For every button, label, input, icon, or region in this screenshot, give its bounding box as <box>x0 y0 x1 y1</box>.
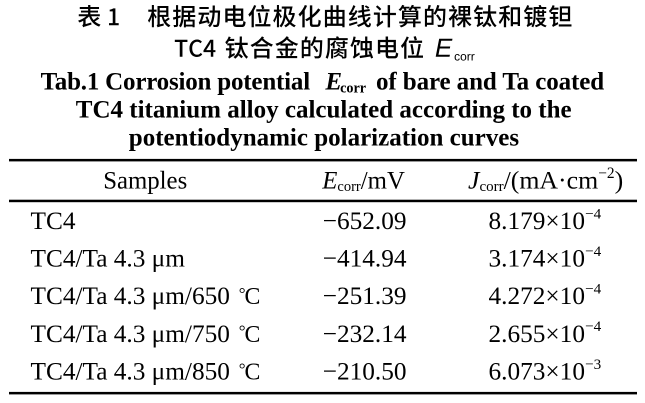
svg-text:E: E <box>321 167 337 194</box>
svg-text:2.655×10: 2.655×10 <box>489 320 585 348</box>
svg-text:TC4 titanium alloy calculated: TC4 titanium alloy calculated according … <box>76 97 572 124</box>
svg-text:4.272×10: 4.272×10 <box>489 282 585 310</box>
svg-text:−3: −3 <box>585 356 601 373</box>
svg-text:°: ° <box>239 284 246 303</box>
svg-text:−2: −2 <box>598 165 614 182</box>
svg-text:corr: corr <box>340 81 366 97</box>
svg-text:C: C <box>245 322 261 348</box>
svg-text:°: ° <box>239 359 246 378</box>
svg-text:C: C <box>245 359 261 385</box>
svg-text:−4: −4 <box>585 243 602 260</box>
svg-text:8.179×10: 8.179×10 <box>489 207 585 235</box>
svg-text:−652.09: −652.09 <box>323 207 407 235</box>
svg-text:TC4/Ta 4.3 μm/850: TC4/Ta 4.3 μm/850 <box>31 357 230 385</box>
svg-text:): ) <box>615 165 624 194</box>
svg-text:/mV: /mV <box>361 167 405 194</box>
svg-text:Tab.1 Corrosion potential: Tab.1 Corrosion potential <box>41 69 311 96</box>
svg-text:of bare and Ta coated: of bare and Ta coated <box>376 69 604 96</box>
svg-text:corr: corr <box>480 179 504 195</box>
svg-text:°: ° <box>239 322 246 341</box>
svg-text:C: C <box>245 284 261 310</box>
svg-text:E: E <box>324 69 342 96</box>
svg-text:TC4/Ta 4.3 μm: TC4/Ta 4.3 μm <box>31 245 186 273</box>
svg-text:TC4/Ta 4.3 μm/750: TC4/Ta 4.3 μm/750 <box>31 320 230 348</box>
svg-text:−232.14: −232.14 <box>323 320 407 348</box>
svg-text:−251.39: −251.39 <box>323 282 407 310</box>
svg-text:−414.94: −414.94 <box>323 245 407 273</box>
svg-text:Samples: Samples <box>103 167 187 194</box>
svg-text:6.073×10: 6.073×10 <box>489 357 585 385</box>
svg-text:TC4/Ta 4.3 μm/650: TC4/Ta 4.3 μm/650 <box>31 282 230 310</box>
svg-text:3.174×10: 3.174×10 <box>489 245 585 273</box>
svg-text:J: J <box>468 165 481 194</box>
svg-text:corr: corr <box>337 179 361 195</box>
svg-text:TC4: TC4 <box>31 207 76 235</box>
svg-text:−4: −4 <box>585 318 602 335</box>
svg-text:−210.50: −210.50 <box>323 357 407 385</box>
svg-text:−4: −4 <box>585 281 602 298</box>
svg-text:potentiodynamic polarization c: potentiodynamic polarization curves <box>129 125 520 152</box>
svg-text:−4: −4 <box>585 205 602 222</box>
svg-text:/(mA·cm: /(mA·cm <box>504 165 599 194</box>
